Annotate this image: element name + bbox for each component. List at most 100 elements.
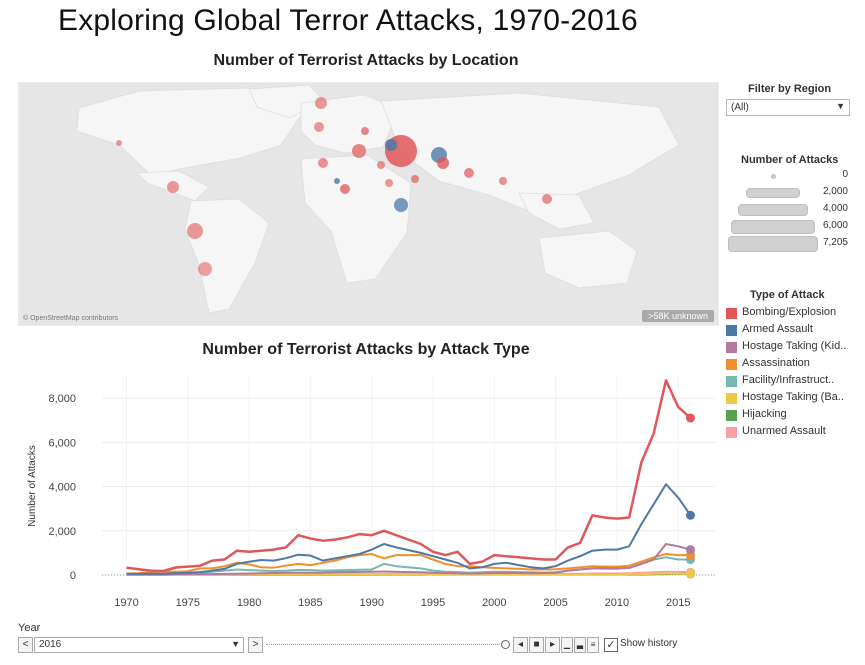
speed-medium-button[interactable]: ▃	[574, 637, 586, 653]
show-history-label: Show history	[620, 638, 678, 649]
show-history-checkbox[interactable]: ✓	[604, 638, 618, 652]
map-canvas[interactable]	[19, 83, 718, 325]
legend-label: Bombing/Explosion	[742, 306, 837, 318]
year-slider-handle[interactable]	[501, 640, 510, 649]
legend-swatch	[726, 410, 737, 421]
marker-turkey	[361, 127, 369, 135]
marker-nigeria	[340, 184, 350, 194]
legend-label: Hijacking	[742, 408, 787, 420]
marker-spain	[314, 122, 324, 132]
map-africa	[300, 154, 412, 284]
size-legend-label: 7,205	[822, 237, 848, 248]
legend-label: Armed Assault	[742, 323, 813, 335]
x-tick-label: 1970	[114, 597, 138, 609]
step-back-button[interactable]: ◂	[513, 637, 528, 653]
speed-slow-button[interactable]: ▁	[561, 637, 573, 653]
legend-label: Unarmed Assault	[742, 425, 826, 437]
marker-india	[464, 168, 474, 178]
legend-swatch	[726, 359, 737, 370]
page-title: Exploring Global Terror Attacks, 1970-20…	[58, 4, 638, 37]
map-credit: © OpenStreetMap contributors	[23, 315, 119, 322]
legend-swatch	[726, 342, 737, 353]
step-forward-button[interactable]: ▸	[545, 637, 560, 653]
map-title: Number of Terrorist Attacks by Location	[213, 52, 519, 69]
map-south-america	[184, 198, 270, 314]
x-tick-label: 2000	[482, 597, 506, 609]
unknown-locations-badge[interactable]: >58K unknown	[642, 310, 714, 322]
next-year-button[interactable]: >	[248, 637, 263, 653]
series-endpoint[interactable]	[685, 510, 695, 520]
series-line[interactable]	[126, 543, 691, 576]
legend-label: Assassination	[742, 357, 810, 369]
marker-yemen	[411, 175, 419, 183]
filter-label: Filter by Region	[748, 83, 832, 95]
series-line[interactable]	[126, 379, 692, 573]
y-axis-label: Number of Attacks	[27, 445, 38, 527]
map-asia	[380, 92, 680, 216]
type-legend-title: Type of Attack	[750, 289, 825, 301]
series-endpoint[interactable]	[685, 413, 695, 423]
map-north-america	[76, 87, 305, 176]
series-line[interactable]	[126, 553, 691, 575]
marker-usa	[116, 140, 122, 146]
marker-colombia	[187, 223, 203, 239]
chevron-down-icon: ▼	[836, 101, 845, 111]
x-tick-label: 1985	[298, 597, 322, 609]
prev-year-button[interactable]: <	[18, 637, 33, 653]
size-legend-label: 2,000	[822, 186, 848, 197]
y-tick-label: 2,000	[48, 526, 76, 538]
x-tick-label: 1990	[359, 597, 383, 609]
chart-title: Number of Terrorist Attacks by Attack Ty…	[202, 341, 530, 358]
series-endpoint[interactable]	[685, 545, 695, 555]
region-filter-value: (All)	[731, 102, 749, 113]
y-tick-label: 0	[70, 570, 76, 582]
x-tick-label: 1980	[237, 597, 261, 609]
world-map[interactable]: © OpenStreetMap contributors >58K unknow…	[18, 82, 719, 326]
marker-uk	[315, 97, 327, 109]
size-legend-label: 6,000	[822, 220, 848, 231]
marker-sahel	[334, 178, 340, 184]
x-tick-label: 1995	[421, 597, 445, 609]
size-legend-bubble	[728, 236, 818, 252]
y-tick-label: 8,000	[48, 393, 76, 405]
legend-label: Facility/Infrastruct..	[742, 374, 835, 386]
line-chart[interactable]: 0 2,000 4,000 6,000 8,000 1970 1975 1980 1985 199…	[0, 366, 732, 616]
y-tick-label: 4,000	[48, 482, 76, 494]
size-legend-bubble	[770, 173, 776, 179]
marker-peru	[198, 262, 212, 276]
size-legend: 0 2,000 4,000 6,000 7,205	[726, 168, 850, 256]
size-legend-bubble	[746, 187, 800, 199]
marker-pakistan	[437, 157, 449, 169]
size-legend-bubble	[737, 203, 809, 217]
marker-sudan	[385, 179, 393, 187]
attack-markers	[116, 97, 552, 276]
size-legend-label: 0	[842, 169, 848, 180]
marker-egypt	[377, 161, 385, 169]
y-tick-label: 6,000	[48, 437, 76, 449]
marker-thailand	[499, 177, 507, 185]
series-endpoint[interactable]	[685, 569, 695, 579]
legend-swatch	[726, 308, 737, 319]
year-select[interactable]: 2016 ▼	[34, 637, 244, 653]
stop-button[interactable]: ■	[529, 637, 544, 653]
marker-somalia	[394, 198, 408, 212]
year-slider-track[interactable]	[266, 644, 504, 645]
x-tick-label: 2015	[666, 597, 690, 609]
year-select-value: 2016	[39, 639, 62, 650]
legend-label: Hostage Taking (Ba..	[742, 391, 844, 403]
size-legend-bubble	[731, 219, 815, 235]
chevron-down-icon: ▼	[231, 639, 240, 649]
series-line[interactable]	[126, 483, 692, 575]
region-filter-select[interactable]: (All) ▼	[726, 99, 850, 116]
x-tick-label: 2005	[543, 597, 567, 609]
marker-central-america	[167, 181, 179, 193]
legend-swatch	[726, 427, 737, 438]
map-australia	[538, 230, 638, 289]
size-legend-label: 4,000	[822, 203, 848, 214]
marker-syria	[352, 144, 366, 158]
legend-label: Hostage Taking (Kid..	[742, 340, 847, 352]
speed-fast-button[interactable]: ≡	[587, 637, 599, 653]
x-tick-label: 2010	[605, 597, 629, 609]
marker-iraq-armed	[385, 139, 397, 151]
map-southeast-asia	[518, 192, 595, 230]
